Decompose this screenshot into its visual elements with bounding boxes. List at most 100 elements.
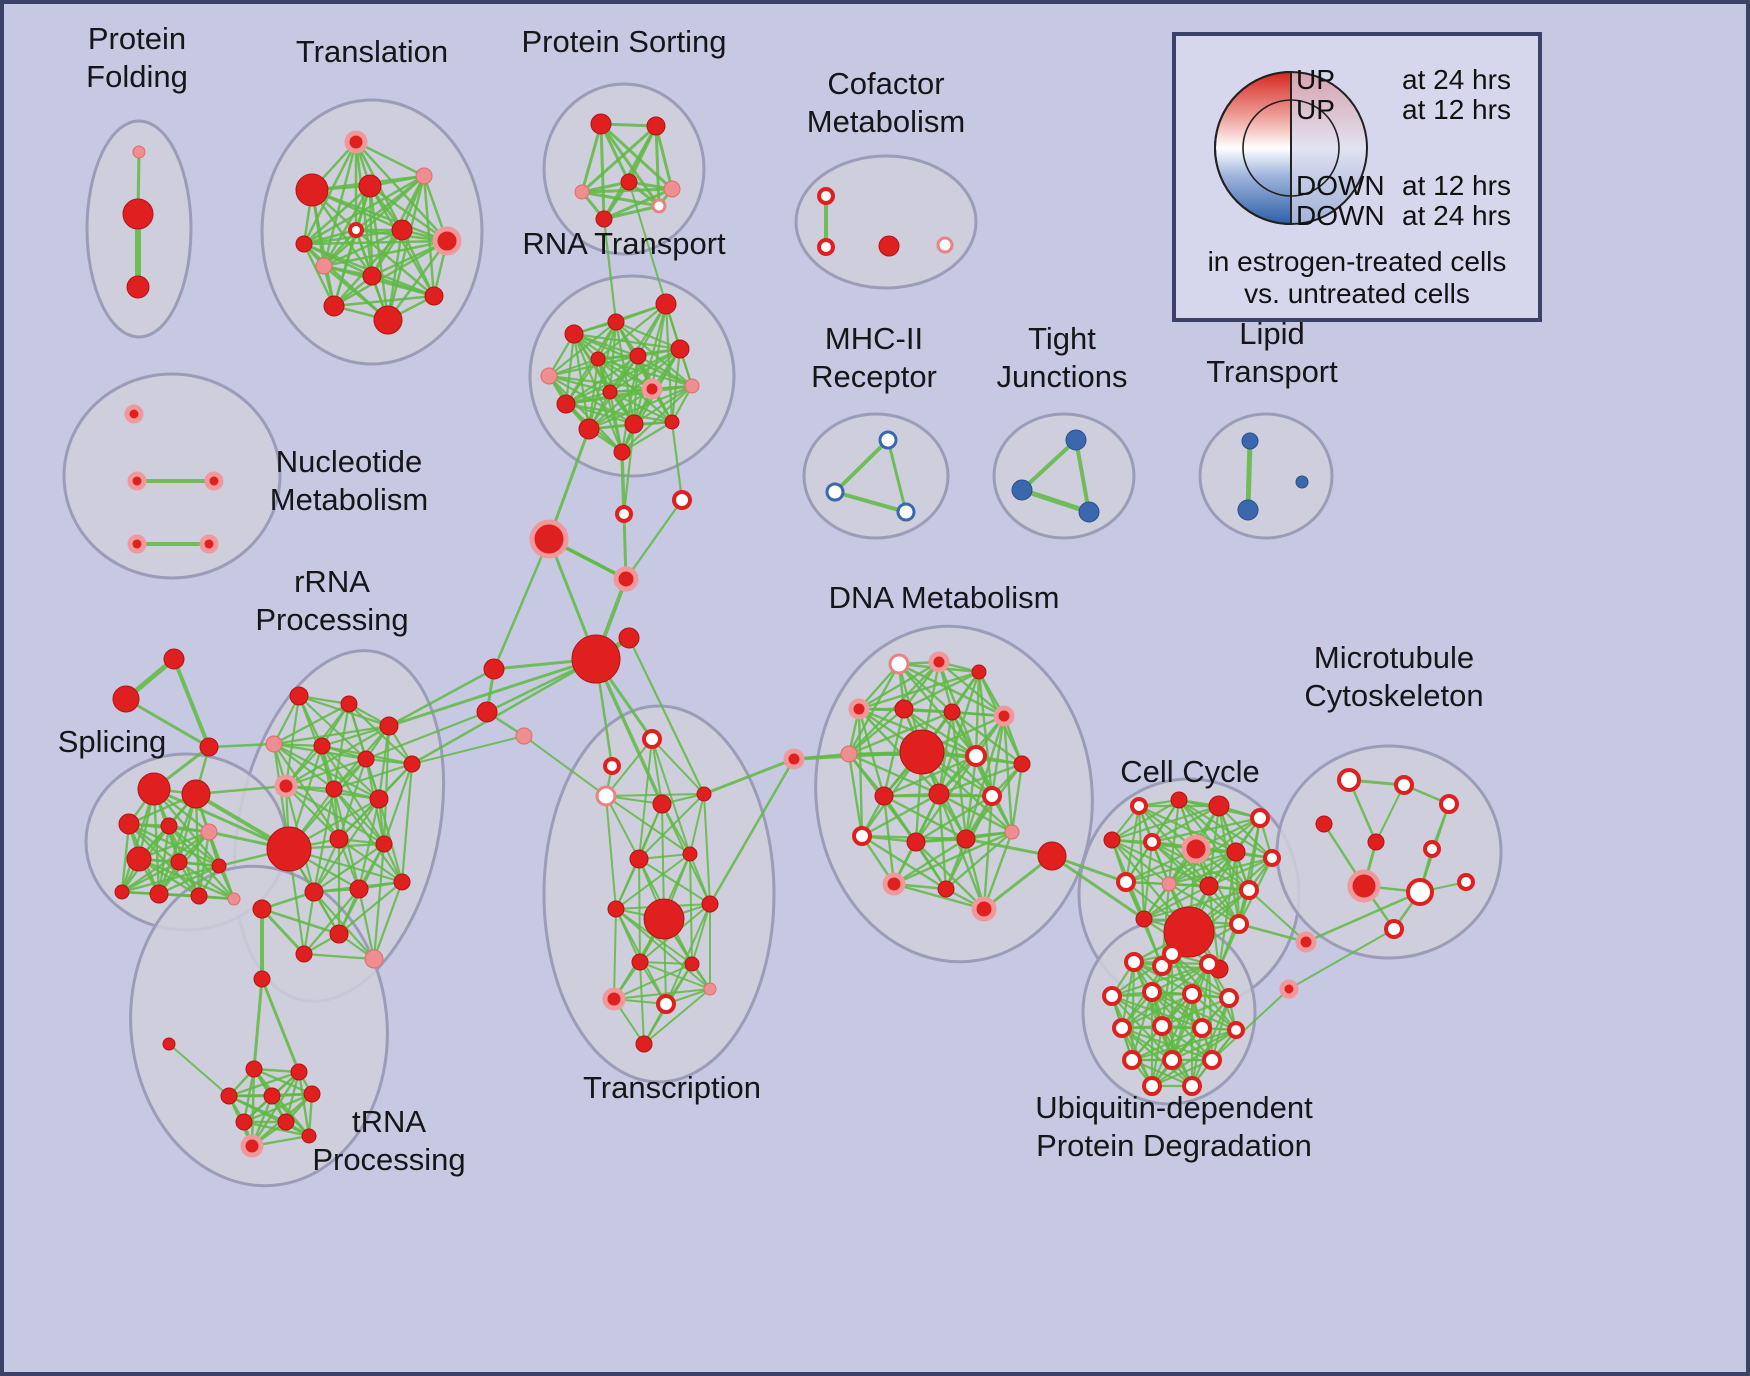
gene-node[interactable]	[163, 648, 185, 670]
gene-node[interactable]	[956, 829, 976, 849]
gene-node[interactable]	[162, 1037, 176, 1051]
gene-node[interactable]	[635, 1035, 653, 1053]
gene-node[interactable]	[1142, 1076, 1162, 1096]
gene-node[interactable]	[603, 757, 621, 775]
gene-node[interactable]	[325, 780, 343, 798]
gene-node[interactable]	[1152, 1016, 1172, 1036]
gene-node[interactable]	[1237, 499, 1259, 521]
gene-node[interactable]	[993, 705, 1015, 727]
gene-node[interactable]	[928, 651, 950, 673]
gene-node[interactable]	[1208, 795, 1230, 817]
gene-node[interactable]	[289, 686, 309, 706]
gene-node[interactable]	[1011, 479, 1033, 501]
gene-node[interactable]	[1226, 842, 1246, 862]
gene-node[interactable]	[1423, 840, 1441, 858]
gene-node[interactable]	[304, 882, 324, 902]
gene-node[interactable]	[613, 566, 639, 592]
gene-node[interactable]	[1295, 475, 1309, 489]
gene-node[interactable]	[1122, 1050, 1142, 1070]
gene-node[interactable]	[590, 351, 606, 367]
gene-node[interactable]	[329, 924, 349, 944]
gene-node[interactable]	[878, 430, 898, 450]
gene-node[interactable]	[1103, 831, 1121, 849]
gene-node[interactable]	[899, 729, 945, 775]
gene-node[interactable]	[227, 892, 241, 906]
gene-node[interactable]	[874, 786, 894, 806]
gene-node[interactable]	[295, 235, 313, 253]
gene-node[interactable]	[882, 872, 906, 896]
gene-node[interactable]	[1130, 797, 1148, 815]
gene-node[interactable]	[602, 384, 618, 400]
gene-node[interactable]	[277, 1113, 295, 1131]
gene-node[interactable]	[1181, 834, 1211, 864]
gene-node[interactable]	[1182, 984, 1202, 1004]
gene-node[interactable]	[265, 735, 283, 753]
gene-node[interactable]	[181, 779, 211, 809]
gene-node[interactable]	[303, 1085, 321, 1103]
gene-node[interactable]	[127, 534, 147, 554]
gene-node[interactable]	[1192, 1018, 1212, 1038]
gene-node[interactable]	[613, 443, 631, 461]
gene-node[interactable]	[602, 987, 626, 1011]
gene-node[interactable]	[340, 695, 358, 713]
gene-node[interactable]	[245, 1060, 263, 1078]
gene-node[interactable]	[943, 703, 961, 721]
gene-node[interactable]	[620, 173, 638, 191]
gene-node[interactable]	[556, 394, 576, 414]
gene-node[interactable]	[1279, 979, 1299, 999]
gene-node[interactable]	[1162, 1050, 1182, 1070]
gene-node[interactable]	[313, 737, 331, 755]
gene-node[interactable]	[1170, 791, 1188, 809]
gene-node[interactable]	[1406, 878, 1434, 906]
gene-node[interactable]	[1202, 1050, 1222, 1070]
gene-node[interactable]	[1124, 952, 1144, 972]
gene-node[interactable]	[1315, 815, 1333, 833]
gene-node[interactable]	[684, 956, 700, 972]
gene-node[interactable]	[124, 404, 144, 424]
gene-node[interactable]	[664, 414, 680, 430]
gene-node[interactable]	[1182, 1076, 1202, 1096]
gene-node[interactable]	[295, 945, 313, 963]
gene-node[interactable]	[160, 817, 178, 835]
gene-node[interactable]	[476, 701, 498, 723]
gene-node[interactable]	[703, 982, 717, 996]
gene-node[interactable]	[982, 786, 1002, 806]
gene-node[interactable]	[656, 994, 676, 1014]
gene-node[interactable]	[1199, 954, 1219, 974]
gene-node[interactable]	[1394, 775, 1414, 795]
gene-node[interactable]	[253, 970, 271, 988]
gene-node[interactable]	[1295, 931, 1317, 953]
gene-node[interactable]	[358, 174, 382, 198]
gene-node[interactable]	[643, 898, 685, 940]
gene-node[interactable]	[240, 1134, 264, 1158]
gene-node[interactable]	[295, 173, 329, 207]
gene-node[interactable]	[362, 266, 382, 286]
gene-node[interactable]	[204, 471, 224, 491]
gene-node[interactable]	[393, 873, 411, 891]
gene-node[interactable]	[364, 949, 384, 969]
gene-node[interactable]	[906, 832, 926, 852]
gene-node[interactable]	[301, 1128, 317, 1144]
gene-node[interactable]	[652, 794, 672, 814]
gene-node[interactable]	[1367, 833, 1385, 851]
gene-node[interactable]	[1457, 873, 1475, 891]
gene-node[interactable]	[595, 785, 617, 807]
gene-node[interactable]	[137, 772, 171, 806]
gene-node[interactable]	[263, 1087, 281, 1105]
gene-node[interactable]	[670, 339, 690, 359]
gene-node[interactable]	[971, 896, 997, 922]
gene-node[interactable]	[252, 899, 272, 919]
gene-node[interactable]	[878, 235, 900, 257]
gene-node[interactable]	[965, 745, 987, 767]
gene-node[interactable]	[928, 783, 950, 805]
gene-node[interactable]	[1135, 910, 1153, 928]
gene-node[interactable]	[1078, 501, 1100, 523]
gene-node[interactable]	[684, 378, 700, 394]
gene-node[interactable]	[1384, 919, 1404, 939]
gene-node[interactable]	[624, 414, 644, 434]
gene-node[interactable]	[607, 313, 625, 331]
gene-node[interactable]	[578, 418, 600, 440]
gene-node[interactable]	[651, 198, 667, 214]
gene-node[interactable]	[590, 113, 612, 135]
gene-node[interactable]	[344, 130, 368, 154]
